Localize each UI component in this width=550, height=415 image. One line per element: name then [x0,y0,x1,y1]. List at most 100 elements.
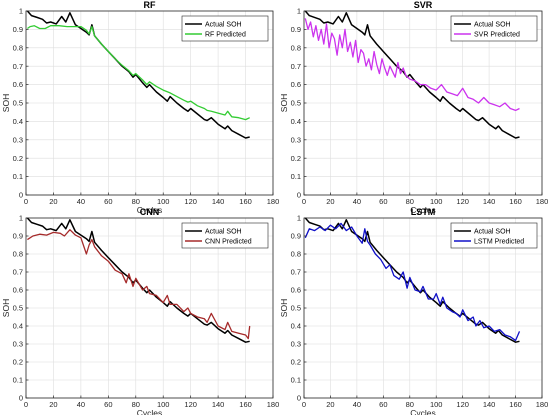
y-tick-label: 0.8 [13,250,23,259]
x-tick-label: 140 [483,197,496,206]
y-tick-label: 0.4 [13,117,23,126]
y-tick-label: 0.3 [291,135,301,144]
x-tick-label: 20 [326,197,334,206]
y-tick-label: 0.3 [291,340,301,349]
chart-panel-svr: 0 20 40 60 80 100 120 140 160 180 0 0.1 0.2 0.3 0.4 0.5… [279,0,548,215]
y-tick-label: 1 [297,214,301,223]
chart-panel-lstm: 0 20 40 60 80 100 120 140 160 180 0 0.1 0.2 0.3 0.4 0.5… [279,207,548,415]
y-tick-label: 0.1 [13,376,23,385]
x-tick-label: 160 [239,197,252,206]
y-axis-label: SOH [1,94,11,112]
y-tick-label: 0.4 [291,322,301,331]
x-tick-label: 20 [326,400,334,409]
legend-entry: Actual SOH [474,22,511,29]
x-tick-label: 40 [353,400,361,409]
x-tick-label: 0 [302,400,306,409]
x-tick-label: 100 [157,197,170,206]
legend-box [181,15,269,42]
y-tick-label: 0 [297,394,301,403]
y-tick-label: 0.8 [13,43,23,52]
legend-box [181,222,269,249]
chart-title: LSTM [411,207,436,217]
x-tick-label: 120 [456,197,469,206]
x-tick-label: 20 [49,400,57,409]
y-tick-label: 0.9 [13,232,23,241]
y-tick-label: 0.9 [291,25,301,34]
y-tick-label: 0.5 [13,304,23,313]
chart-title: SVR [414,0,433,10]
y-tick-label: 0.5 [291,304,301,313]
chart-panel-cnn: 0 20 40 60 80 100 120 140 160 180 0 0.1 0.2 0.3 0.4 0.5… [1,207,279,415]
y-tick-label: 0.9 [13,25,23,34]
y-tick-label: 0.1 [291,376,301,385]
x-axis-label: Cycles [137,408,163,415]
x-tick-label: 80 [132,400,140,409]
y-tick-label: 0.2 [291,154,301,163]
legend-entry: Actual SOH [205,22,242,29]
x-axis-label: Cycles [410,205,436,215]
x-tick-label: 140 [212,400,225,409]
x-axis-label: Cycles [137,205,163,215]
y-tick-label: 1 [19,7,23,16]
x-tick-label: 80 [132,197,140,206]
series-line-actual [304,10,520,139]
x-tick-label: 140 [212,197,225,206]
x-tick-label: 40 [77,197,85,206]
legend-entry: LSTM Predicted [474,239,524,246]
x-tick-label: 0 [24,400,28,409]
legend-box [450,222,538,249]
series-line-predicted [27,25,250,121]
y-tick-label: 0.4 [291,117,301,126]
y-tick-label: 0.7 [291,268,301,277]
y-tick-label: 0.5 [13,99,23,108]
x-tick-label: 100 [157,400,170,409]
x-tick-label: 60 [379,197,387,206]
chart-title: CNN [140,207,160,217]
legend: Actual SOH RF Predicted [181,15,269,42]
y-tick-label: 0.2 [291,358,301,367]
x-tick-label: 140 [483,400,496,409]
x-tick-label: 100 [430,400,443,409]
y-tick-label: 0.4 [13,322,23,331]
x-tick-label: 80 [406,197,414,206]
legend: Actual SOH CNN Predicted [181,222,269,249]
x-tick-label: 100 [430,197,443,206]
legend-entry: RF Predicted [205,32,246,39]
y-tick-label: 0.2 [13,358,23,367]
y-tick-label: 0.8 [291,43,301,52]
y-tick-label: 0.7 [291,62,301,71]
x-tick-label: 120 [456,400,469,409]
legend-entry: Actual SOH [205,229,242,236]
y-tick-label: 0.6 [291,286,301,295]
series-line-predicted [304,222,521,342]
series-line-actual [26,10,250,139]
y-tick-label: 0.6 [13,80,23,89]
y-tick-label: 0.3 [13,135,23,144]
y-tick-label: 0.1 [291,172,301,181]
x-tick-label: 0 [302,197,306,206]
y-tick-label: 0.3 [13,340,23,349]
y-axis-label: SOH [279,94,289,112]
x-tick-label: 120 [184,197,197,206]
y-tick-label: 0.8 [291,250,301,259]
x-tick-label: 60 [379,400,387,409]
x-tick-label: 40 [353,197,361,206]
x-tick-label: 60 [104,197,112,206]
y-axis-label: SOH [279,299,289,317]
y-axis-label: SOH [1,299,11,317]
y-tick-label: 1 [297,7,301,16]
y-tick-label: 0.6 [291,80,301,89]
x-tick-label: 180 [536,197,549,206]
y-tick-label: 0 [19,394,23,403]
x-tick-label: 60 [104,400,112,409]
y-tick-label: 0.7 [13,268,23,277]
x-tick-label: 0 [24,197,28,206]
x-tick-label: 120 [184,400,197,409]
legend-entry: CNN Predicted [205,239,252,246]
x-tick-label: 180 [536,400,549,409]
legend: Actual SOH LSTM Predicted [450,222,538,249]
x-axis-label: Cycles [410,408,436,415]
y-tick-label: 0.1 [13,172,23,181]
y-tick-label: 0.9 [291,232,301,241]
